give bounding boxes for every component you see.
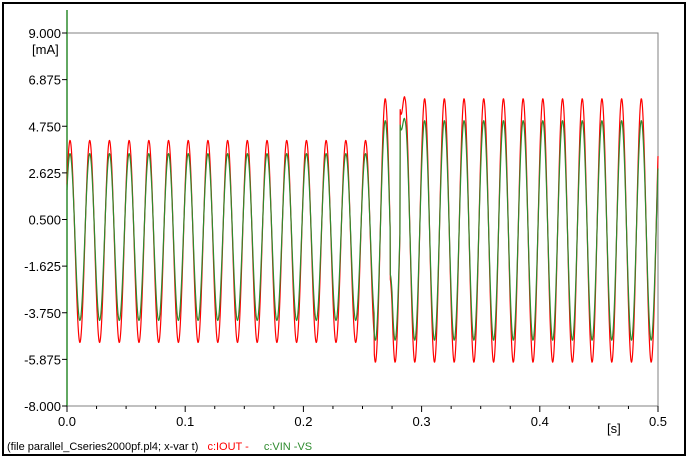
y-tick-label: 2.625 — [28, 166, 61, 181]
caption-file: (file parallel_Cseries2000pf.pl4; x-var … — [7, 441, 198, 453]
y-tick-label: -3.750 — [24, 306, 61, 321]
y-tick-label: 4.750 — [28, 119, 61, 134]
series-iout-line — [66, 96, 659, 363]
y-tick-label: 6.875 — [28, 73, 61, 88]
x-unit-label: [s] — [607, 421, 621, 436]
x-tick-label: 0.5 — [649, 414, 667, 429]
x-tick-label: 0.3 — [413, 414, 431, 429]
y-tick-label: -1.625 — [24, 259, 61, 274]
y-tick-label: 9.000 — [28, 26, 61, 41]
y-tick-label: -5.875 — [24, 352, 61, 367]
series-group — [66, 96, 659, 363]
plot-area — [66, 32, 659, 407]
y-unit-label: [mA] — [32, 42, 59, 57]
chart-window — [2, 2, 686, 456]
x-tick-label: 0.1 — [176, 414, 194, 429]
x-tick-group: 0.0 0.1 0.2 0.3 0.4 0.5 — [58, 406, 667, 429]
x-tick-label: 0.4 — [531, 414, 549, 429]
y-tick-label: 0.500 — [28, 213, 61, 228]
legend-iout: c:IOUT - — [207, 441, 249, 453]
x-tick-label: 0.0 — [58, 414, 76, 429]
series-vin-line — [66, 117, 659, 341]
caption: (file parallel_Cseries2000pf.pl4; x-var … — [7, 441, 312, 453]
x-tick-label: 0.2 — [294, 414, 312, 429]
y-tick-label: -8.000 — [24, 399, 61, 414]
y-tick-group: 9.000 6.875 4.750 2.625 0.500 -1.625 -3.750 -5.… — [24, 26, 67, 414]
legend-vin: c:VIN -VS — [264, 441, 312, 453]
